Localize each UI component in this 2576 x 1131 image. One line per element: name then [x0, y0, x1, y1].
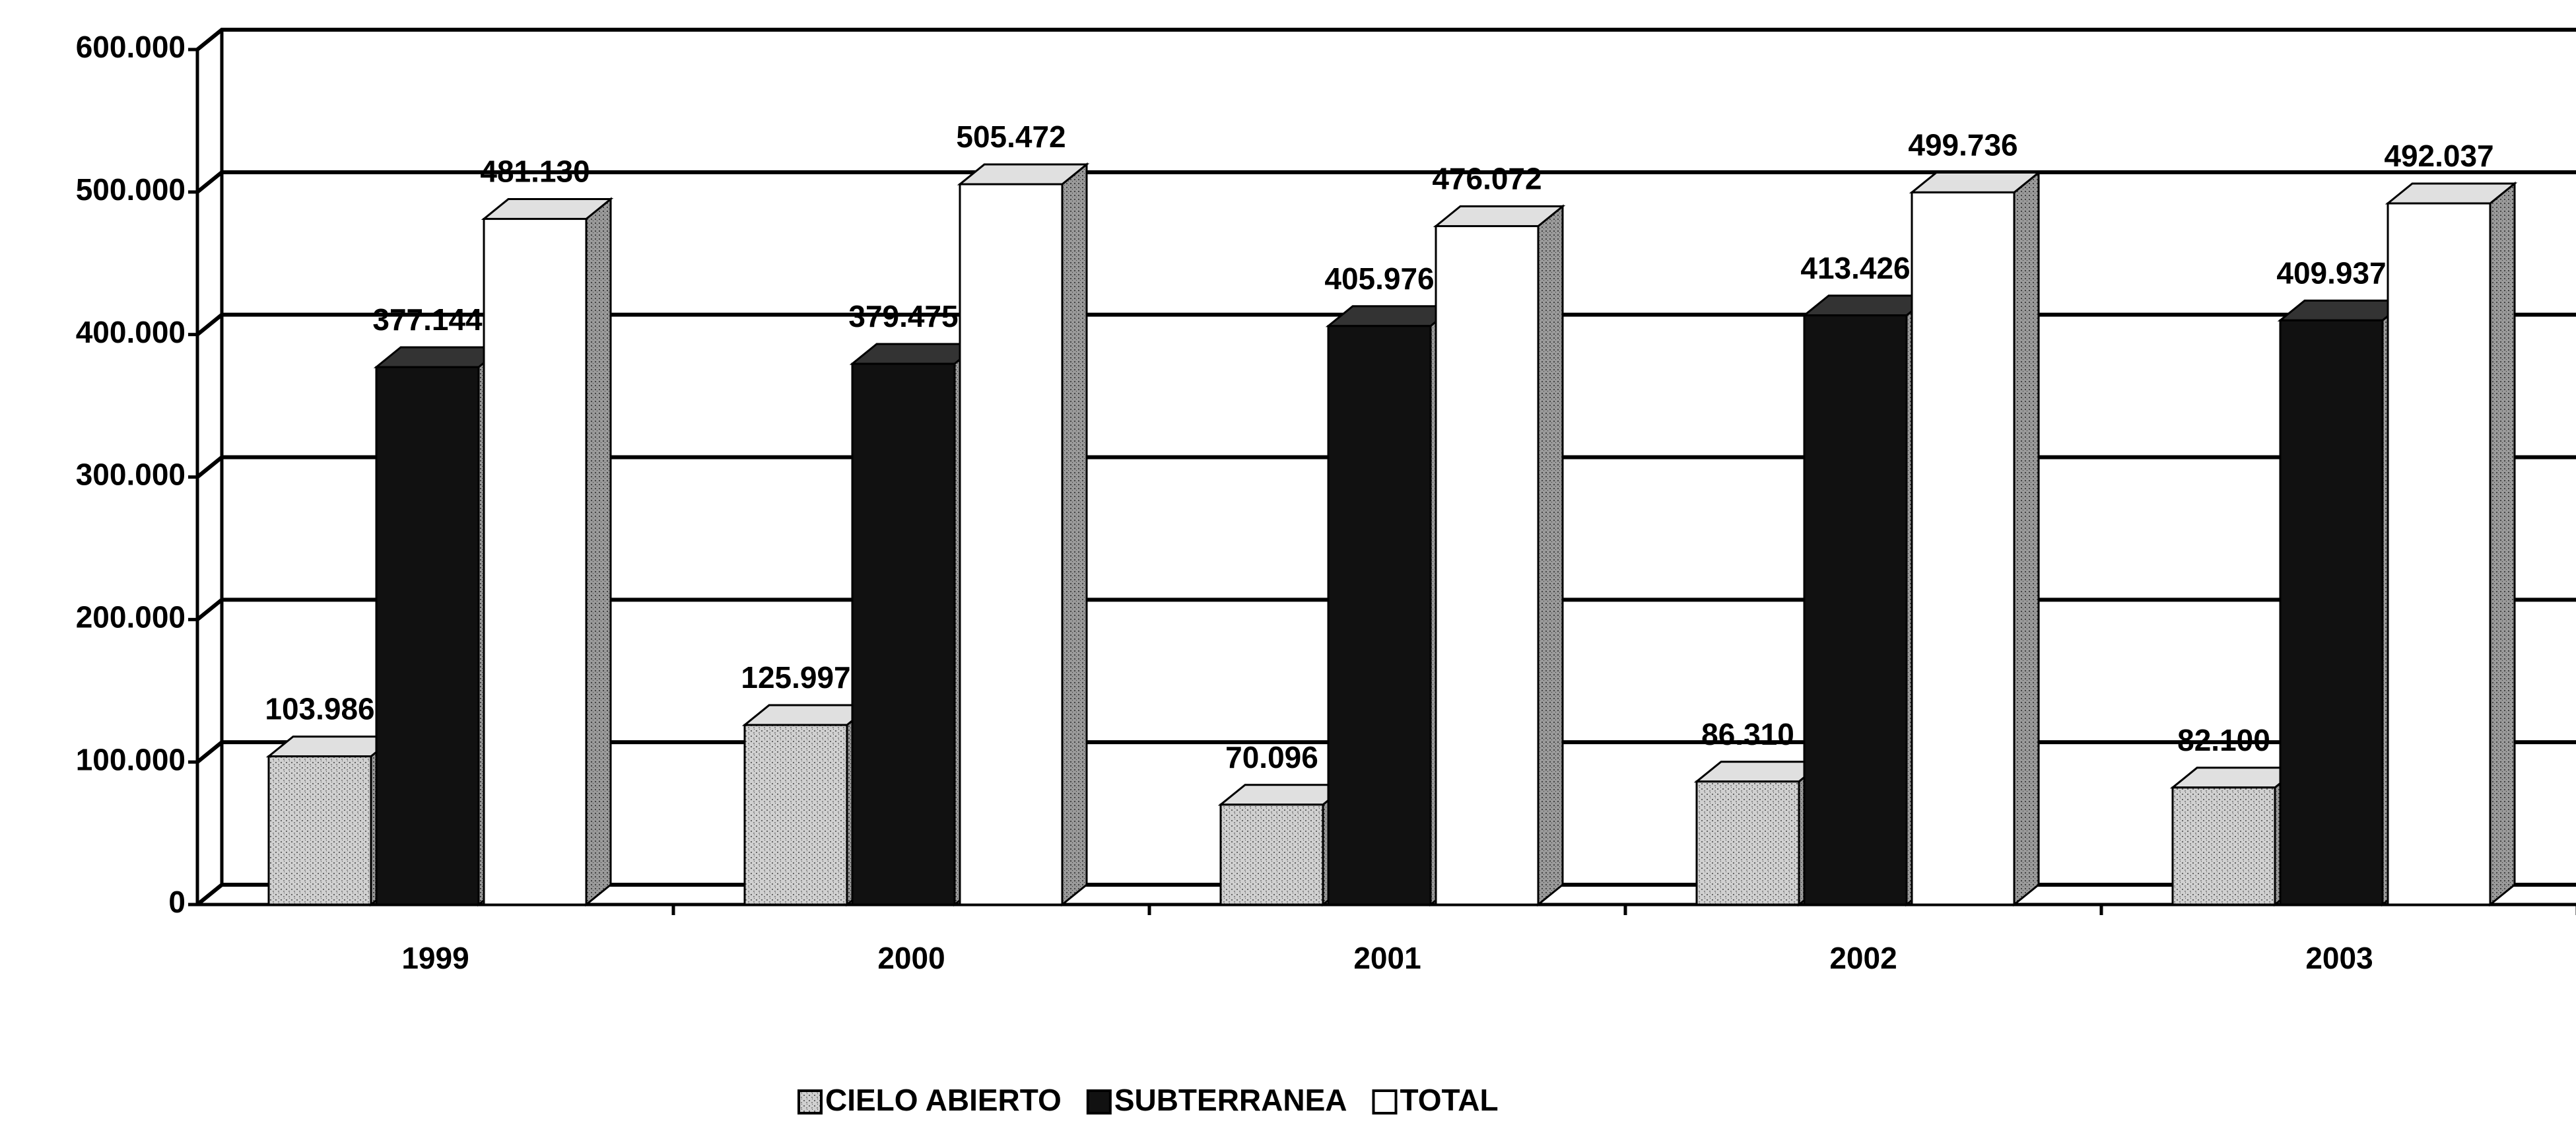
y-tick-label: 200.000: [76, 600, 186, 634]
bar: [851, 362, 956, 906]
x-tick-label: 2000: [877, 941, 945, 975]
grid-line: [196, 28, 2576, 51]
value-label: 409.937: [2276, 256, 2386, 290]
legend-swatch: [1086, 1089, 1112, 1114]
bar: [375, 366, 480, 906]
value-label: 70.096: [1225, 740, 1318, 774]
value-label: 125.997: [741, 660, 850, 695]
value-label: 377.144: [372, 302, 483, 337]
bar: [2279, 319, 2384, 906]
bar: [2171, 786, 2276, 906]
y-tick-label: 500.000: [76, 172, 186, 207]
legend-label: CIELO ABIERTO: [825, 1083, 1062, 1117]
bar-side: [2013, 170, 2040, 907]
value-label: 492.037: [2384, 139, 2493, 173]
legend-label: SUBTERRANEA: [1114, 1083, 1347, 1117]
bar: [1803, 314, 1908, 906]
bar-side: [2489, 181, 2516, 907]
value-label: 481.130: [480, 154, 590, 189]
legend-label: TOTAL: [1400, 1083, 1499, 1117]
legend-swatch: [1372, 1089, 1398, 1114]
legend-swatch: [797, 1089, 823, 1114]
y-tick-label: 600.000: [76, 30, 186, 64]
y-tick-label: 100.000: [76, 742, 186, 776]
value-label: 86.310: [1701, 717, 1794, 751]
bar: [959, 183, 1064, 906]
bar: [2387, 202, 2491, 906]
bar: [743, 724, 848, 906]
value-label: 405.976: [1324, 261, 1434, 296]
bar: [267, 755, 372, 906]
x-tick-label: 2003: [2305, 941, 2373, 975]
value-label: 103.986: [265, 692, 374, 726]
bar: [1695, 780, 1800, 906]
bar: [483, 218, 588, 906]
bar-side: [1537, 204, 1564, 907]
bar-side: [1061, 162, 1088, 907]
bar: [1911, 191, 2016, 906]
bar-side: [585, 197, 612, 907]
y-tick-label: 0: [168, 885, 186, 919]
x-tick-label: 2001: [1353, 941, 1421, 975]
x-tick-label: 1999: [401, 941, 469, 975]
x-tick-label: 2002: [1829, 941, 1897, 975]
bar: [1327, 325, 1432, 906]
value-label: 413.426: [1800, 251, 1910, 285]
value-label: 379.475: [848, 299, 958, 333]
y-tick-label: 300.000: [76, 458, 186, 492]
value-label: 476.072: [1432, 162, 1542, 196]
bar: [1435, 224, 1540, 906]
bar: [1219, 804, 1324, 906]
value-label: 505.472: [956, 120, 1066, 154]
value-label: 499.736: [1908, 128, 2017, 162]
y-tick-label: 400.000: [76, 315, 186, 349]
value-label: 82.100: [2177, 723, 2270, 757]
